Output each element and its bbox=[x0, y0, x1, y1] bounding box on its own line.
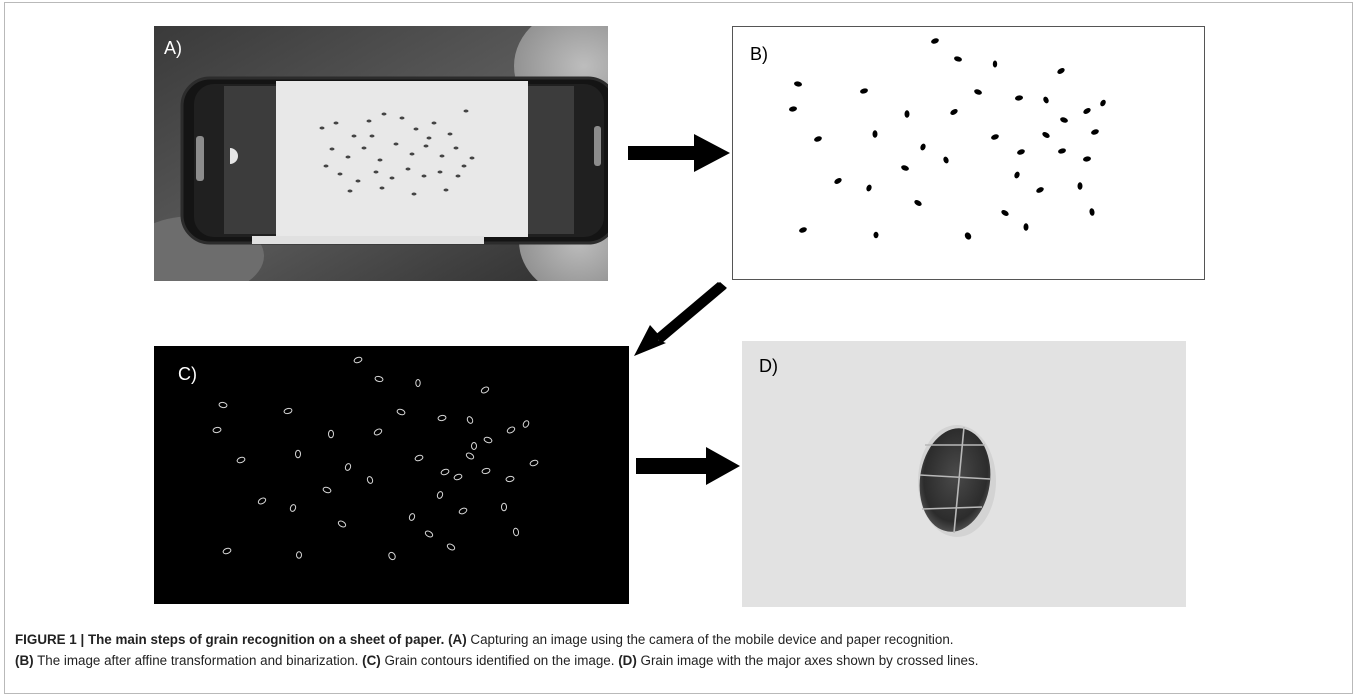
arrow-a-to-b bbox=[628, 134, 730, 172]
arrow-b-to-c bbox=[634, 282, 727, 356]
panel-b-binarized: B) bbox=[732, 26, 1205, 280]
caption-text-c: Grain contours identified on the image. bbox=[384, 653, 615, 668]
caption-text-d: Grain image with the major axes shown by… bbox=[640, 653, 979, 668]
panel-c-contours: C) bbox=[154, 346, 629, 604]
panel-d-label: D) bbox=[759, 356, 778, 376]
panel-d-grain: D) bbox=[742, 341, 1186, 607]
panel-c-label: C) bbox=[178, 364, 197, 384]
arrow-c-to-d bbox=[636, 447, 740, 485]
caption-ref-b: (B) bbox=[15, 653, 34, 668]
caption-text-b: The image after affine transformation an… bbox=[37, 653, 359, 668]
caption-title: FIGURE 1 | The main steps of grain recog… bbox=[15, 632, 445, 647]
caption-ref-d: (D) bbox=[618, 653, 637, 668]
panel-a-photo: A) bbox=[154, 26, 608, 281]
panel-a-label: A) bbox=[164, 38, 182, 58]
caption-ref-a: (A) bbox=[448, 632, 467, 647]
figure-caption: FIGURE 1 | The main steps of grain recog… bbox=[15, 629, 1350, 671]
panel-b-label: B) bbox=[750, 44, 768, 64]
caption-text-a: Capturing an image using the camera of t… bbox=[470, 632, 954, 647]
caption-ref-c: (C) bbox=[362, 653, 381, 668]
